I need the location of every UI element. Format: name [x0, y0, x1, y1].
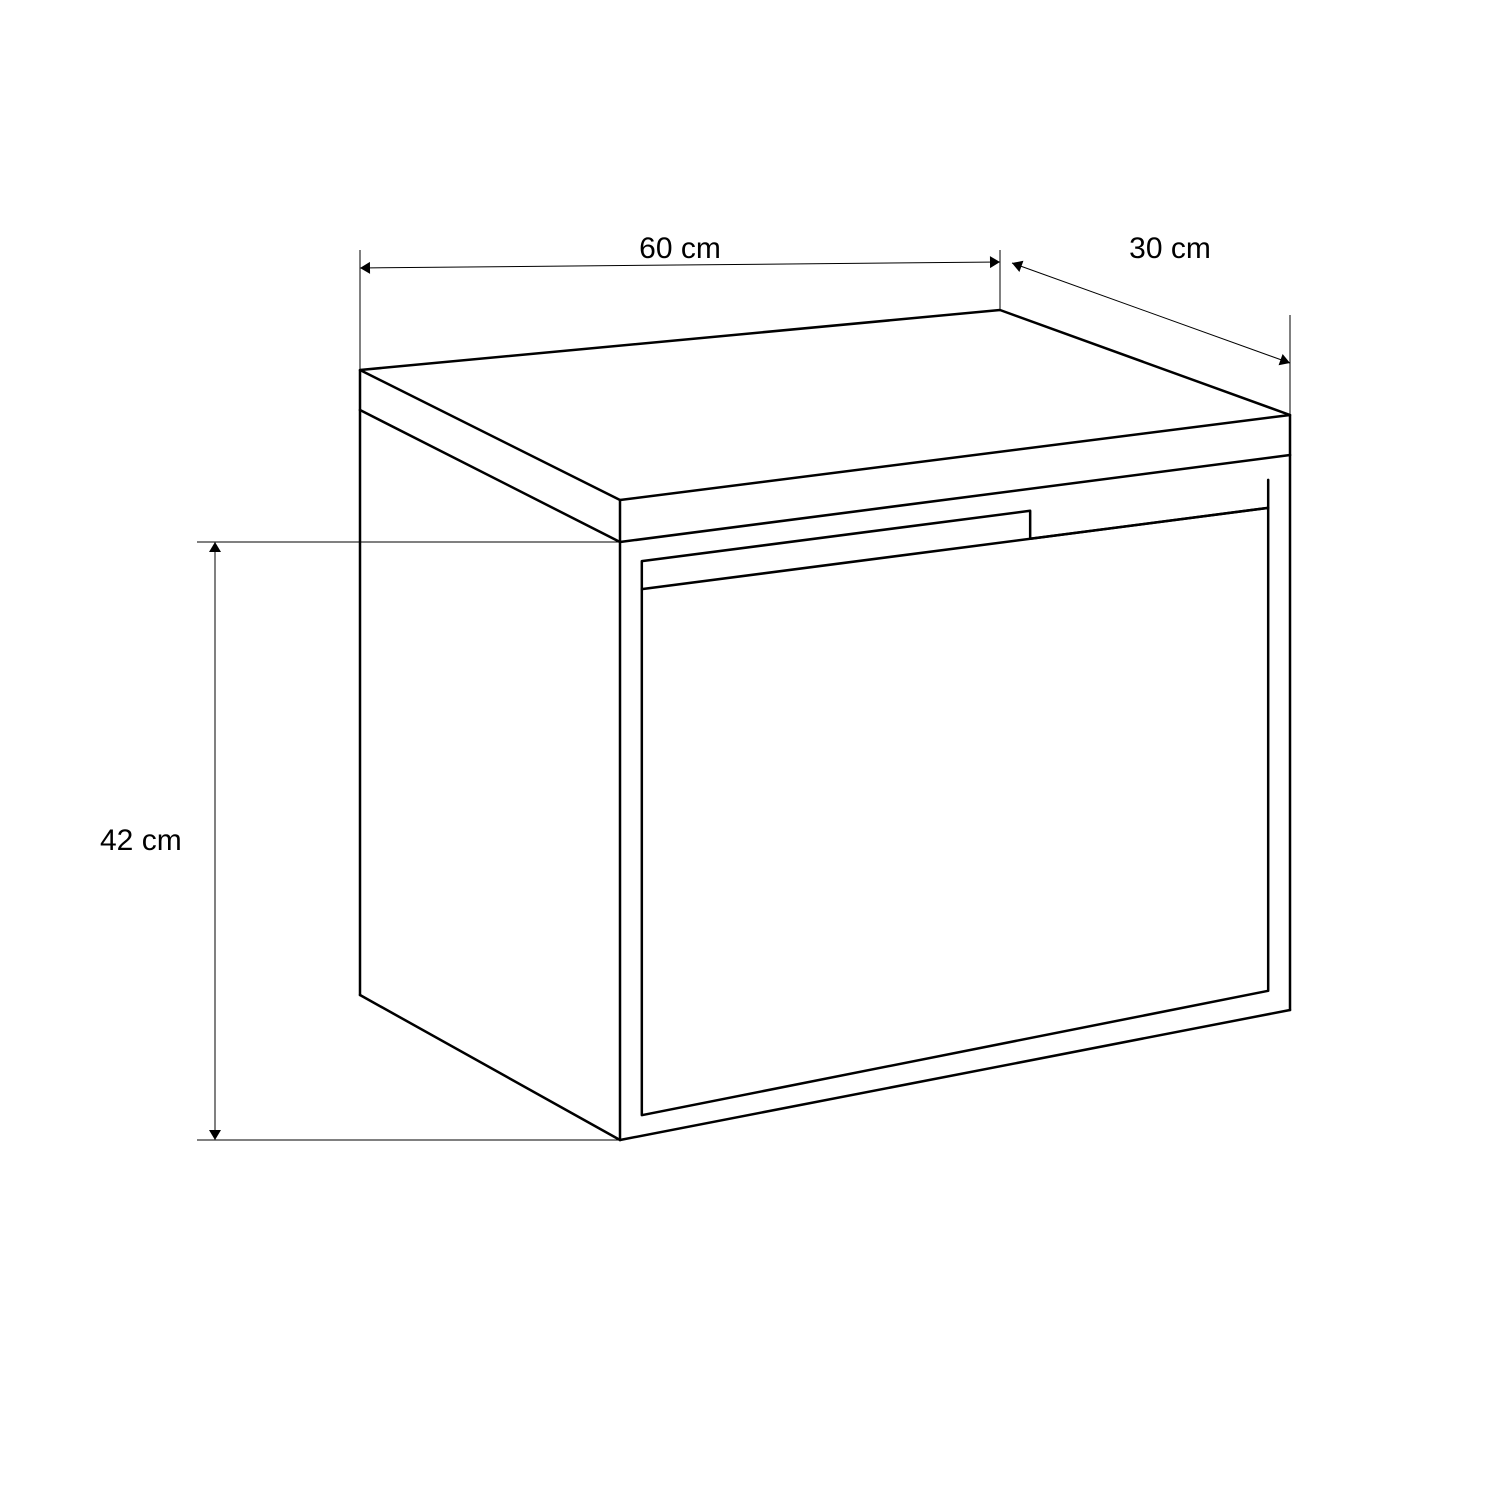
dimension-label-height: 42 cm — [100, 824, 182, 857]
dimension-label-depth: 30 cm — [1129, 232, 1211, 265]
dimension-lines — [215, 262, 1290, 1140]
cabinet-outline — [360, 310, 1290, 1140]
dimension-label-width: 60 cm — [639, 232, 721, 265]
cabinet-dimension-diagram: 60 cm 30 cm 42 cm — [0, 0, 1500, 1500]
